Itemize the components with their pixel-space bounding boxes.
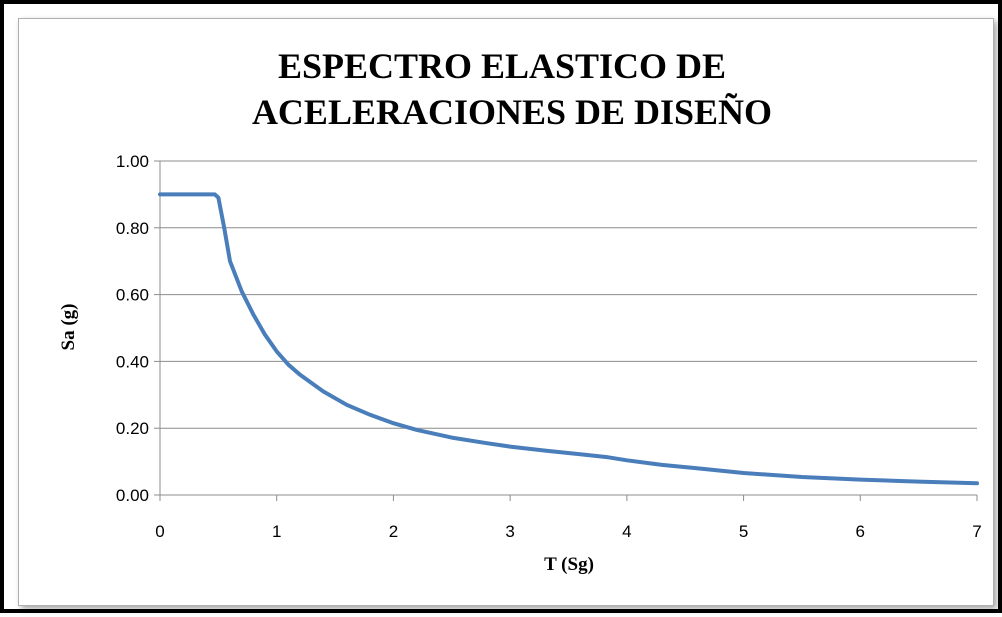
x-tick-label-3: 3 — [505, 522, 514, 541]
y-tick-label-1.00: 1.00 — [116, 152, 149, 171]
y-tick-label-0.80: 0.80 — [116, 219, 149, 238]
x-tick-label-2: 2 — [389, 522, 398, 541]
chart-title-line-1: ESPECTRO ELASTICO DE — [278, 46, 726, 86]
y-tick-label-0.60: 0.60 — [116, 286, 149, 305]
series-line-0 — [158, 192, 979, 486]
x-tick-label-1: 1 — [272, 522, 281, 541]
y-tick-label-0.40: 0.40 — [116, 352, 149, 371]
x-tick-label-0: 0 — [155, 522, 164, 541]
series-group — [158, 192, 979, 486]
x-tick-label-6: 6 — [856, 522, 865, 541]
x-tick-label-5: 5 — [739, 522, 748, 541]
y-tick-label-0.00: 0.00 — [116, 486, 149, 505]
y-tick-label-0.20: 0.20 — [116, 419, 149, 438]
axes — [154, 160, 978, 501]
x-tick-label-7: 7 — [972, 522, 981, 541]
gridlines — [160, 160, 977, 429]
y-axis-label: Sa (g) — [58, 304, 79, 351]
chart-area — [18, 18, 994, 606]
x-tick-labels: 0 1 2 3 4 5 6 7 — [155, 522, 981, 541]
chart-svg: 0.00 0.20 0.40 0.60 0.80 1.00 0 1 2 3 4 5 6 7 ESPECT… — [58, 46, 982, 575]
chart-title-line-2: ACELERACIONES DE DISEÑO — [252, 92, 772, 132]
x-tick-label-4: 4 — [622, 522, 631, 541]
y-tick-labels: 0.00 0.20 0.40 0.60 0.80 1.00 — [116, 152, 149, 505]
x-axis-label: T (Sg) — [544, 554, 594, 575]
